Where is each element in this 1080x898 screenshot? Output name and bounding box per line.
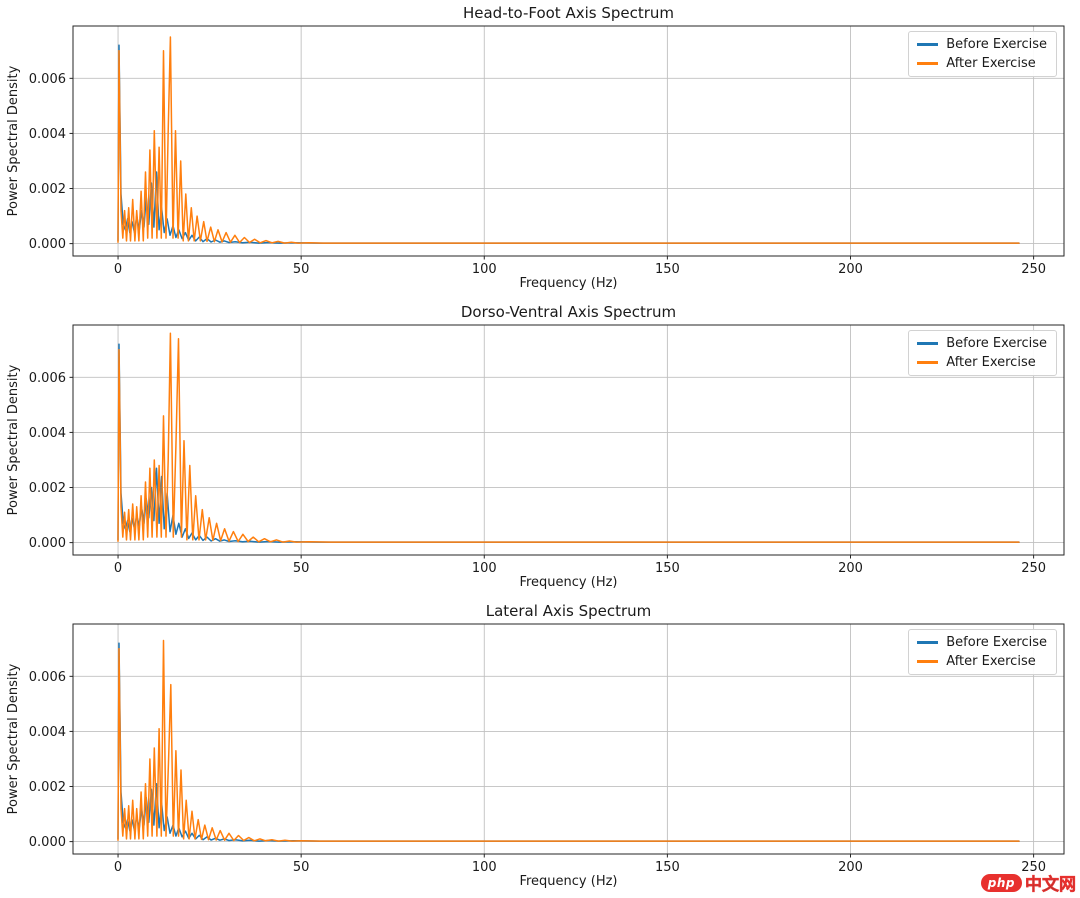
- tick-labels: 0 50 100 150 200 250 0.000 0.002 0.004 0.006: [29, 371, 1046, 576]
- legend-item-after-exercise: After Exercise: [917, 355, 1047, 370]
- x-tick-label: 250: [1021, 860, 1046, 875]
- x-tick-label: 200: [838, 262, 863, 277]
- tick-labels: 0 50 100 150 200 250 0.000 0.002 0.004 0.006: [29, 72, 1046, 277]
- legend-item-before-exercise: Before Exercise: [917, 635, 1047, 650]
- legend-line-swatch-after: [917, 62, 939, 65]
- y-tick-label: 0.004: [29, 127, 66, 142]
- x-tick-label: 50: [293, 262, 310, 277]
- php-cn-watermark: php 中文网: [980, 870, 1077, 896]
- x-tick-label: 250: [1021, 561, 1046, 576]
- legend-item-after-exercise: After Exercise: [917, 56, 1047, 71]
- subplot-head-to-foot: 0 50 100 150 200 250 0.000 0.002 0.004 0.006 Head…: [0, 0, 1080, 299]
- series-line-before-exercise: [117, 642, 1020, 842]
- x-tick-label: 0: [114, 561, 122, 576]
- x-tick-label: 100: [472, 561, 497, 576]
- y-tick-label: 0.002: [29, 481, 66, 496]
- x-tick-label: 50: [293, 561, 310, 576]
- chart-title-lateral: Lateral Axis Spectrum: [485, 602, 652, 620]
- x-tick-label: 150: [655, 561, 680, 576]
- legend: Before Exercise After Exercise: [908, 330, 1057, 376]
- y-tick-label: 0.000: [29, 536, 66, 551]
- legend: Before Exercise After Exercise: [908, 629, 1057, 675]
- series-line-after-exercise: [117, 332, 1020, 543]
- plot-area-lateral: 0 50 100 150 200 250 0.000 0.002 0.004 0.006: [29, 623, 1065, 875]
- legend-label-after: After Exercise: [946, 355, 1036, 370]
- plot-area-dorso-ventral: 0 50 100 150 200 250 0.000 0.002 0.004 0.006: [29, 324, 1065, 576]
- chart-title-head-to-foot: Head-to-Foot Axis Spectrum: [462, 4, 675, 22]
- subplot-dorso-ventral: 0 50 100 150 200 250 0.000 0.002 0.004 0.006 Dors…: [0, 299, 1080, 598]
- x-axis-label: Frequency (Hz): [519, 575, 618, 590]
- legend-line-swatch-before: [917, 43, 939, 46]
- axes-border: [72, 25, 1065, 257]
- y-tick-label: 0.006: [29, 371, 66, 386]
- series-line-after-exercise: [117, 639, 1020, 842]
- y-tick-label: 0.006: [29, 72, 66, 87]
- x-tick-label: 150: [655, 262, 680, 277]
- legend: Before Exercise After Exercise: [908, 31, 1057, 77]
- x-tick-label: 0: [114, 262, 122, 277]
- x-tick-label: 250: [1021, 262, 1046, 277]
- legend-label-before: Before Exercise: [946, 37, 1047, 52]
- x-axis-label: Frequency (Hz): [519, 276, 618, 291]
- series-line-after-exercise: [117, 36, 1020, 244]
- x-tick-label: 200: [838, 561, 863, 576]
- legend-line-swatch-after: [917, 660, 939, 663]
- tick-labels: 0 50 100 150 200 250 0.000 0.002 0.004 0.006: [29, 670, 1046, 875]
- legend-item-after-exercise: After Exercise: [917, 654, 1047, 669]
- x-tick-label: 150: [655, 860, 680, 875]
- y-tick-label: 0.006: [29, 670, 66, 685]
- legend-line-swatch-before: [917, 641, 939, 644]
- subplot-lateral: 0 50 100 150 200 250 0.000 0.002 0.004 0.006 Late…: [0, 598, 1080, 898]
- y-tick-label: 0.002: [29, 182, 66, 197]
- legend-line-swatch-after: [917, 361, 939, 364]
- x-axis-label: Frequency (Hz): [519, 874, 618, 889]
- x-tick-label: 200: [838, 860, 863, 875]
- y-tick-label: 0.000: [29, 835, 66, 850]
- watermark-text: 中文网: [1025, 875, 1077, 896]
- x-tick-label: 100: [472, 860, 497, 875]
- chart-title-dorso-ventral: Dorso-Ventral Axis Spectrum: [460, 303, 677, 321]
- x-tick-label: 50: [293, 860, 310, 875]
- legend-item-before-exercise: Before Exercise: [917, 37, 1047, 52]
- axes-border: [72, 324, 1065, 556]
- series-line-before-exercise: [117, 44, 1020, 244]
- x-tick-label: 100: [472, 262, 497, 277]
- y-axis-label: Power Spectral Density: [6, 65, 21, 217]
- legend-line-swatch-before: [917, 342, 939, 345]
- legend-label-before: Before Exercise: [946, 336, 1047, 351]
- legend-label-before: Before Exercise: [946, 635, 1047, 650]
- y-tick-label: 0.002: [29, 780, 66, 795]
- y-axis-label: Power Spectral Density: [6, 663, 21, 815]
- x-tick-label: 0: [114, 860, 122, 875]
- series-line-before-exercise: [117, 343, 1020, 543]
- y-tick-label: 0.000: [29, 237, 66, 252]
- axes-border: [72, 623, 1065, 855]
- y-axis-label: Power Spectral Density: [6, 364, 21, 516]
- legend-label-after: After Exercise: [946, 654, 1036, 669]
- legend-item-before-exercise: Before Exercise: [917, 336, 1047, 351]
- y-tick-label: 0.004: [29, 426, 66, 441]
- y-tick-label: 0.004: [29, 725, 66, 740]
- php-logo-pill: php: [980, 873, 1022, 892]
- legend-label-after: After Exercise: [946, 56, 1036, 71]
